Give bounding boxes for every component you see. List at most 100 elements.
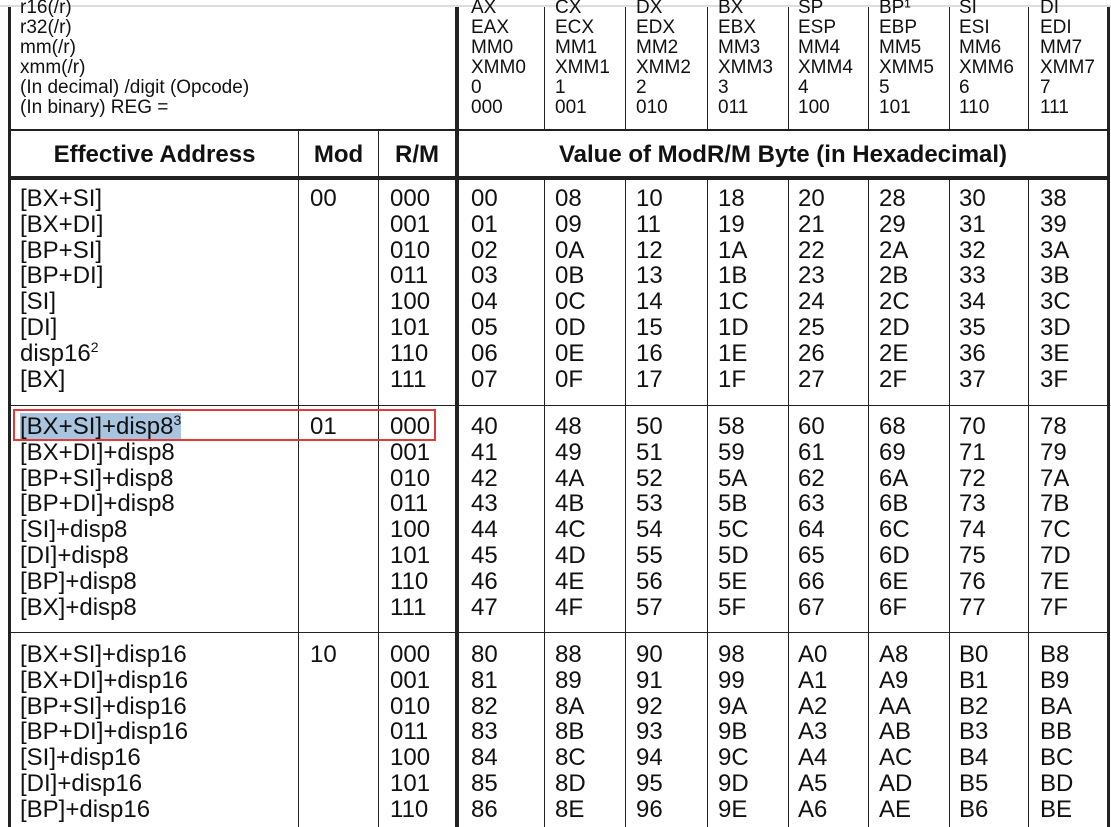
modrm-hex-value: 2C [879, 288, 910, 316]
modrm-hex-value: 24 [798, 288, 825, 316]
address-text: [DI]+disp8 [20, 542, 129, 569]
register-row-label: xmm(/r) [20, 57, 86, 78]
register-value: 011 [718, 97, 749, 118]
modrm-hex-value: 1A [718, 236, 748, 264]
address-text: [BX+DI]+disp16 [20, 666, 189, 694]
modrm-hex-value: BA [1040, 692, 1073, 720]
modrm-hex-value: 41 [471, 438, 498, 466]
modrm-hex-value: 0F [555, 365, 584, 393]
register-row-label: r16(/r) [20, 0, 72, 18]
address-text: [BP+SI] [20, 236, 103, 264]
footnote-marker: 3 [173, 412, 182, 428]
register-value: EDX [636, 17, 676, 38]
modrm-hex-value: 6F [879, 593, 908, 621]
modrm-hex-value: 91 [636, 666, 663, 694]
rm-value: 011 [390, 262, 429, 290]
modrm-hex-value: 84 [471, 744, 498, 772]
modrm-hex-value: B8 [1040, 641, 1070, 668]
modrm-hex-value: 1F [718, 365, 747, 393]
modrm-hex-value: 47 [471, 593, 498, 621]
modrm-hex-value: 2E [879, 339, 909, 367]
register-value: XMM6 [959, 57, 1014, 78]
value-col-divider [868, 180, 869, 827]
modrm-hex-value: 16 [636, 339, 663, 367]
modrm-hex-value: 18 [718, 185, 745, 212]
modrm-hex-value: 61 [798, 438, 825, 466]
modrm-hex-value: 96 [636, 795, 663, 823]
col-divider-values [455, 7, 459, 827]
effective-address: [BX+SI] [20, 186, 102, 212]
address-text: [BP+DI]+disp16 [20, 718, 189, 746]
register-value: 000 [471, 97, 503, 118]
effective-address: [BX+SI]+disp16 [20, 642, 187, 668]
modrm-hex-value: 80 [471, 641, 498, 668]
modrm-hex-value: 31 [959, 210, 986, 238]
register-value: 6 [959, 77, 970, 98]
modrm-hex-value: 6E [879, 567, 909, 595]
modrm-hex-value: 92 [636, 692, 663, 720]
value-col-divider [625, 7, 626, 130]
modrm-hex-value: 11 [636, 210, 661, 238]
modrm-hex-value: 1C [718, 288, 749, 316]
modrm-hex-value: 9C [718, 744, 749, 772]
rm-value: 110 [390, 795, 429, 823]
modrm-hex-value: 85 [471, 770, 498, 797]
modrm-hex-value: A5 [798, 770, 828, 797]
effective-address: [SI] [20, 289, 56, 315]
address-text: [BX+DI] [20, 210, 104, 238]
modrm-hex-value: 0A [555, 236, 585, 264]
value-col-divider [868, 7, 869, 130]
modrm-hex-value: 64 [798, 516, 825, 544]
register-value: 7 [1040, 77, 1051, 98]
register-value: MM1 [555, 37, 598, 58]
register-value: 3 [718, 77, 729, 98]
modrm-hex-value: 00 [471, 185, 498, 212]
modrm-hex-value: A6 [798, 795, 828, 823]
modrm-hex-value: 5E [718, 567, 748, 595]
register-value: XMM4 [798, 57, 853, 78]
modrm-hex-value: 75 [959, 542, 986, 569]
effective-address: [BP+DI]+disp16 [20, 719, 188, 745]
modrm-hex-value: 1E [718, 339, 748, 367]
rm-value: 001 [390, 438, 431, 466]
modrm-hex-value: 7E [1040, 567, 1070, 595]
rm-value: 011 [390, 718, 429, 746]
modrm-hex-value: B6 [959, 795, 989, 823]
modrm-hex-value: 37 [959, 365, 986, 393]
modrm-hex-value: 57 [636, 593, 663, 621]
modrm-hex-value: 2F [879, 365, 908, 393]
register-value: EAX [471, 17, 510, 38]
rm-value: 100 [390, 288, 431, 316]
modrm-hex-value: 45 [471, 542, 498, 569]
register-value: SI [959, 0, 977, 18]
col-divider-rm [378, 130, 379, 827]
register-value: BX [718, 0, 744, 18]
modrm-hex-value: 4A [555, 464, 585, 492]
modrm-hex-value: 76 [959, 567, 986, 595]
effective-address: [BX+DI]+disp16 [20, 666, 189, 694]
modrm-hex-value: 42 [471, 464, 498, 492]
rm-value: 011 [390, 490, 429, 518]
modrm-hex-value: 50 [636, 413, 663, 440]
modrm-hex-value: 09 [555, 210, 582, 238]
modrm-hex-value: 34 [959, 288, 986, 316]
modrm-hex-value: 15 [636, 314, 663, 341]
modrm-hex-value: 72 [959, 464, 986, 492]
address-text: [SI] [20, 288, 57, 316]
modrm-hex-value: 0E [555, 339, 585, 367]
modrm-hex-value: 89 [555, 666, 582, 694]
modrm-hex-value: 9E [718, 795, 748, 823]
modrm-hex-value: A0 [798, 641, 828, 668]
effective-address: [BX] [20, 366, 65, 393]
value-col-divider [949, 7, 950, 130]
value-col-divider [1028, 7, 1029, 130]
register-value: XMM7 [1040, 57, 1095, 78]
effective-address: [SI]+disp8 [20, 517, 127, 543]
modrm-hex-value: 35 [959, 314, 986, 341]
modrm-hex-value: 29 [879, 210, 906, 238]
group-divider-2 [10, 632, 1109, 633]
group-divider-1 [10, 405, 1109, 406]
modrm-hex-value: 39 [1040, 210, 1067, 238]
modrm-hex-value: 86 [471, 795, 498, 823]
value-col-divider [625, 180, 626, 827]
